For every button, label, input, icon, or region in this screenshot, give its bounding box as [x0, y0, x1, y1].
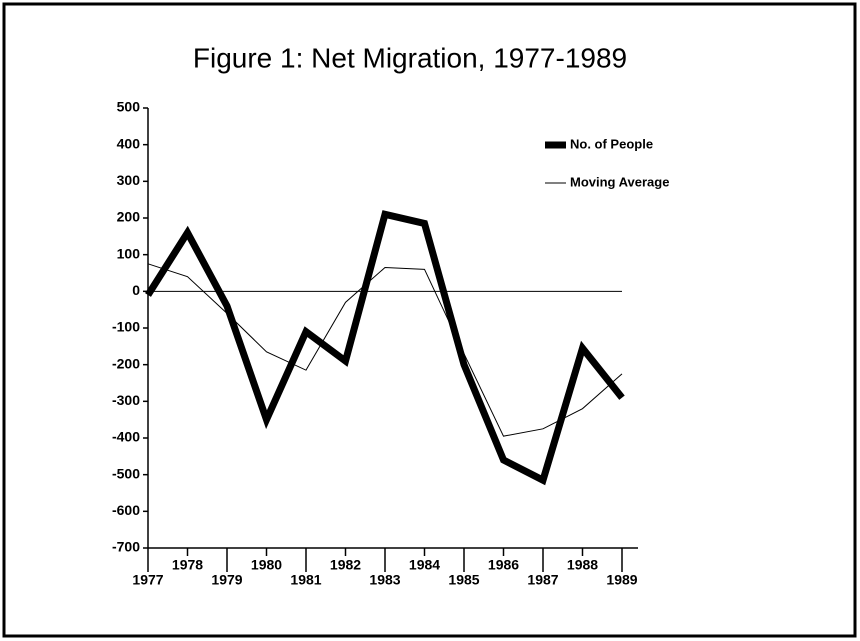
x-tick-label: 1986 [488, 557, 519, 573]
y-tick-label: -200 [112, 355, 140, 371]
chart-title: Figure 1: Net Migration, 1977-1989 [193, 42, 627, 73]
y-tick-label: -300 [112, 392, 140, 408]
y-tick-label: -700 [112, 539, 140, 555]
x-tick-label: 1978 [172, 557, 203, 573]
x-tick-label: 1977 [132, 572, 163, 588]
y-tick-label: 500 [117, 99, 141, 115]
y-tick-label: -400 [112, 429, 140, 445]
y-tick-label: 0 [132, 282, 140, 298]
x-tick-label: 1979 [211, 572, 242, 588]
series-line [145, 210, 625, 486]
x-tick-label: 1988 [567, 557, 598, 573]
x-tick-label: 1987 [527, 572, 558, 588]
y-tick-label: 200 [117, 209, 141, 225]
y-tick-label: 400 [117, 135, 141, 151]
legend-label: No. of People [570, 136, 653, 151]
series-line [147, 263, 623, 437]
y-tick-label: -500 [112, 465, 140, 481]
y-tick-label: 100 [117, 245, 141, 261]
legend-label: Moving Average [570, 174, 669, 189]
x-tick-label: 1989 [606, 572, 637, 588]
y-tick-label: 300 [117, 172, 141, 188]
x-tick-label: 1983 [369, 572, 400, 588]
x-tick-label: 1985 [448, 572, 479, 588]
x-tick-label: 1981 [290, 572, 321, 588]
y-tick-label: -600 [112, 502, 140, 518]
y-tick-label: -100 [112, 319, 140, 335]
x-tick-label: 1982 [330, 557, 361, 573]
x-tick-label: 1980 [251, 557, 282, 573]
x-tick-label: 1984 [409, 557, 440, 573]
